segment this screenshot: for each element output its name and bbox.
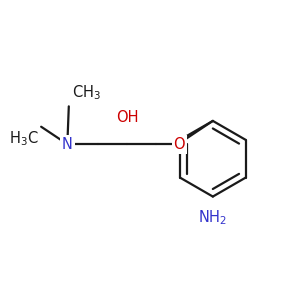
Text: O: O <box>174 137 185 152</box>
Text: N: N <box>62 137 73 152</box>
Text: CH$_3$: CH$_3$ <box>72 83 101 102</box>
Text: OH: OH <box>116 110 138 125</box>
Text: NH$_2$: NH$_2$ <box>198 208 227 227</box>
Text: H$_3$C: H$_3$C <box>9 130 38 148</box>
